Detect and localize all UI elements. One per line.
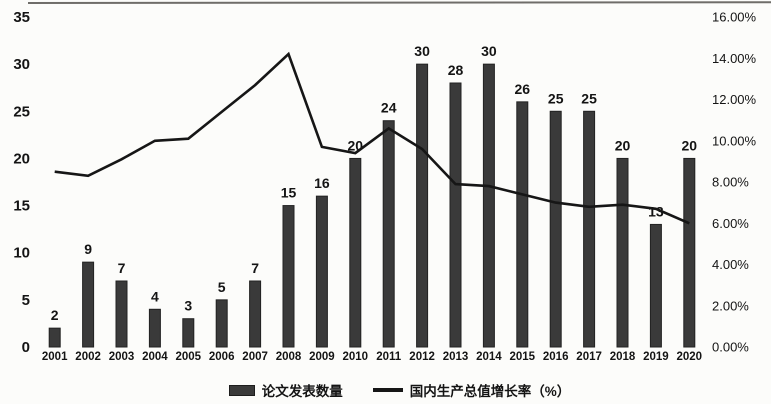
x-axis-tick-label-2001: 2001 — [42, 351, 68, 363]
bar-2012 — [416, 63, 429, 348]
x-axis-tick-label-2016: 2016 — [543, 351, 569, 363]
right-axis-tick-label: 0.00% — [712, 340, 749, 355]
bar-2009 — [315, 195, 328, 348]
bar-2017 — [583, 110, 596, 348]
x-axis-tick-label-2003: 2003 — [109, 351, 135, 363]
bar-value-label-2008: 15 — [281, 185, 297, 201]
x-axis-tick-label-2007: 2007 — [242, 351, 268, 363]
legend-item-line-series: 国内生产总值增长率（%） — [372, 380, 571, 400]
x-axis-tick-label-2006: 2006 — [209, 351, 235, 363]
bar-2013 — [449, 82, 462, 348]
line-series-swatch — [372, 388, 403, 392]
bar-value-label-2005: 3 — [184, 298, 192, 314]
right-axis-tick-label: 14.00% — [712, 51, 757, 66]
bar-2015 — [516, 101, 529, 348]
right-axis-tick-label: 2.00% — [712, 298, 749, 313]
left-axis-tick-label: 10 — [13, 245, 30, 262]
bar-2011 — [382, 120, 395, 348]
bar-value-label-2006: 5 — [218, 279, 226, 295]
left-axis-tick-label: 20 — [13, 150, 30, 167]
bar-value-label-2012: 30 — [414, 43, 430, 59]
left-axis-tick-label: 0 — [22, 339, 30, 356]
x-axis-tick-label-2017: 2017 — [576, 351, 602, 363]
bar-value-label-2018: 20 — [615, 137, 631, 153]
right-axis-tick-label: 4.00% — [712, 257, 749, 272]
bar-2002 — [82, 261, 95, 348]
x-axis-tick-label-2009: 2009 — [309, 351, 335, 363]
bar-2016 — [549, 110, 562, 348]
x-axis-tick-label-2015: 2015 — [510, 351, 536, 363]
bar-value-label-2001: 2 — [51, 307, 59, 323]
bar-2008 — [282, 205, 295, 348]
x-axis-tick-label-2019: 2019 — [643, 351, 669, 363]
left-axis-tick-label: 5 — [22, 292, 30, 309]
right-axis-tick-label: 10.00% — [712, 133, 757, 148]
x-axis-tick-label-2005: 2005 — [176, 351, 202, 363]
x-axis-tick-label-2012: 2012 — [409, 351, 435, 363]
bar-value-label-2004: 4 — [151, 288, 159, 304]
x-axis-tick-label-2008: 2008 — [276, 351, 302, 363]
bar-2006 — [215, 299, 228, 348]
scan-edge-line — [27, 1, 771, 4]
left-axis-tick-label: 15 — [13, 198, 30, 215]
bar-2019 — [649, 223, 662, 348]
legend-item-bar-series: 论文发表数量 — [228, 380, 343, 400]
chart-legend: 论文发表数量 国内生产总值增长率（%） — [14, 380, 771, 400]
bar-value-label-2002: 9 — [84, 241, 92, 257]
bar-2010 — [349, 157, 362, 348]
bar-2004 — [148, 308, 161, 348]
bar-value-label-2020: 20 — [682, 137, 698, 153]
right-axis-tick-label: 16.00% — [712, 10, 757, 25]
bar-2007 — [249, 280, 262, 348]
bar-2001 — [48, 327, 61, 348]
x-axis-tick-label-2011: 2011 — [376, 351, 402, 363]
bar-value-label-2013: 28 — [448, 62, 464, 78]
bar-value-label-2014: 30 — [481, 43, 497, 59]
bar-value-label-2015: 26 — [515, 81, 531, 97]
bar-2014 — [482, 63, 495, 348]
bar-2005 — [182, 318, 195, 348]
bar-value-label-2016: 25 — [548, 90, 564, 106]
bar-value-label-2003: 7 — [118, 260, 126, 276]
left-axis-tick-label: 25 — [13, 103, 30, 120]
bar-2018 — [616, 157, 629, 348]
x-axis-tick-label-2020: 2020 — [677, 351, 703, 363]
bar-2003 — [115, 280, 128, 348]
left-axis-tick-label: 30 — [13, 56, 30, 73]
bar-value-label-2011: 24 — [381, 100, 397, 116]
x-axis-tick-label-2014: 2014 — [476, 351, 502, 363]
bar-value-label-2017: 25 — [581, 90, 597, 106]
x-axis-tick-label-2002: 2002 — [75, 351, 101, 363]
right-axis-tick-label: 6.00% — [712, 216, 749, 231]
bar-series-swatch — [228, 384, 255, 396]
bar-series-label: 论文发表数量 — [261, 384, 343, 399]
bar-value-label-2009: 16 — [314, 175, 330, 191]
x-axis-tick-label-2010: 2010 — [343, 351, 369, 363]
bar-value-label-2007: 7 — [251, 260, 259, 276]
x-axis-tick-label-2018: 2018 — [610, 351, 636, 363]
right-axis-tick-label: 12.00% — [712, 92, 757, 107]
gdp-growth-line — [54, 51, 690, 225]
left-axis-tick-label: 35 — [13, 9, 30, 26]
line-series-label: 国内生产总值增长率（%） — [409, 384, 571, 399]
bar-2020 — [683, 157, 696, 348]
right-axis-tick-label: 8.00% — [712, 175, 749, 190]
x-axis-tick-label-2013: 2013 — [443, 351, 469, 363]
x-axis-tick-label-2004: 2004 — [142, 351, 168, 363]
